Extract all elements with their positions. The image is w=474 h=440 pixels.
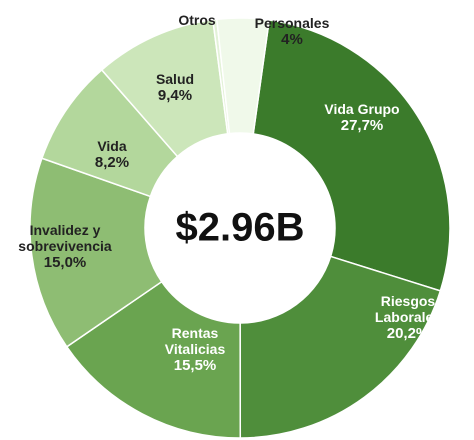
slice-label: Personales 4% xyxy=(255,15,330,49)
slice-label: Vida Grupo 27,7% xyxy=(324,101,399,135)
slice-label: Salud 9,4% xyxy=(156,71,194,105)
category-label: Vida xyxy=(97,138,127,154)
category-label: Vida Grupo xyxy=(324,101,400,117)
slice xyxy=(29,157,163,348)
slice-label: Riesgos Laborales 20,2% xyxy=(375,293,441,343)
category-label: Riesgos Laborales xyxy=(374,293,442,325)
category-label: Salud xyxy=(155,71,195,87)
value-label: 15,5% xyxy=(173,357,217,374)
value-label: 27,7% xyxy=(340,117,384,134)
value-label: 9,4% xyxy=(157,87,193,104)
value-label: 20,2% xyxy=(386,325,430,342)
value-label: 4% xyxy=(281,31,303,48)
slice-label: Rentas Vitalicias 15,5% xyxy=(165,325,225,375)
slice-label: Vida 8,2% xyxy=(95,138,129,172)
category-label: Invalidez y sobrevivencia xyxy=(18,222,112,254)
value-label: 8,2% xyxy=(94,154,130,171)
slice xyxy=(215,17,271,135)
category-label: Otros xyxy=(178,12,216,28)
center-label: $2.96B xyxy=(175,205,305,250)
slice-label: Otros xyxy=(178,12,215,28)
slice xyxy=(239,255,442,439)
slice-label: Invalidez y sobrevivencia 15,0% xyxy=(18,222,111,272)
category-label: Rentas Vitalicias xyxy=(164,325,226,357)
slice xyxy=(252,19,451,292)
category-label: Personales xyxy=(254,15,330,31)
value-label: 15,0% xyxy=(43,254,87,271)
slice xyxy=(65,280,242,439)
